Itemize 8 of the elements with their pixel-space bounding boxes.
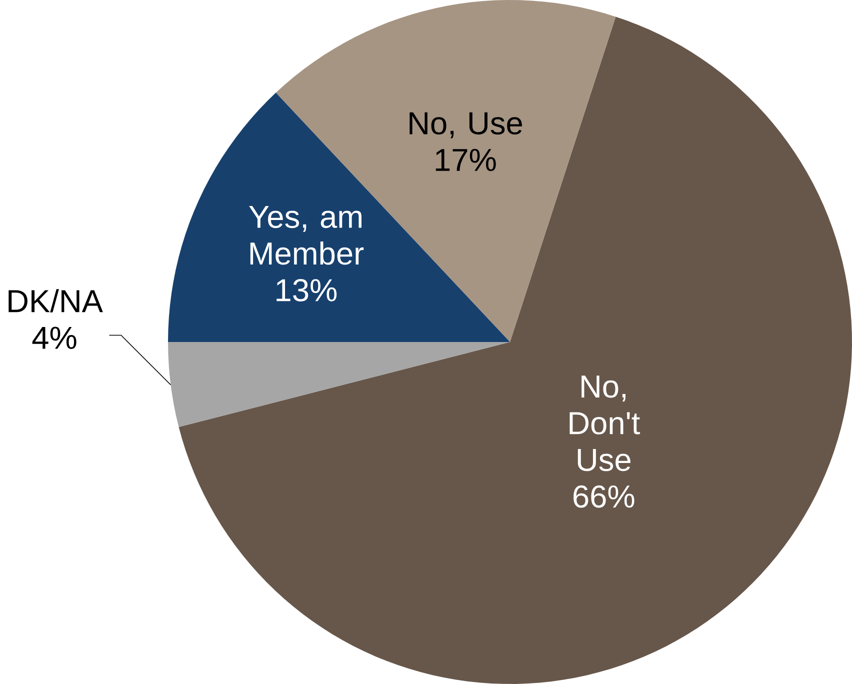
slice-label: DK/NA [8, 289, 103, 312]
data-label: 4% [32, 326, 76, 349]
slice-label: No, Don't Use [570, 376, 640, 472]
slice-label: Yes, am Member [249, 206, 364, 265]
data-label: 17% [436, 148, 496, 172]
data-label: 66% [574, 485, 634, 508]
data-label: 13% [276, 279, 337, 302]
slice-label: No, Use [410, 112, 522, 138]
